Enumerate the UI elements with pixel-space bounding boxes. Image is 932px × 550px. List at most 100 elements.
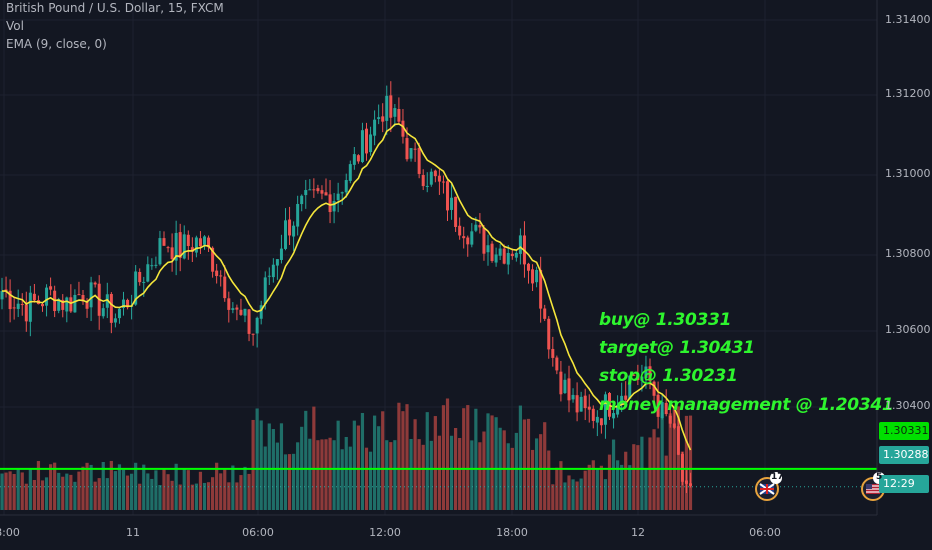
volume-bar bbox=[239, 475, 243, 510]
candle-body bbox=[535, 269, 539, 283]
candle-body bbox=[247, 309, 251, 334]
candle-body bbox=[405, 138, 409, 160]
volume-bar bbox=[162, 469, 166, 510]
candle-body bbox=[668, 415, 672, 424]
candle-body bbox=[425, 185, 429, 187]
volume-bar bbox=[352, 420, 356, 510]
volume-bar bbox=[449, 435, 454, 510]
candle-body bbox=[397, 109, 401, 122]
buy-annotation: buy@ 1.30331 bbox=[599, 310, 732, 330]
candle-body bbox=[146, 264, 150, 282]
candle-body bbox=[332, 201, 336, 212]
volume-bar bbox=[263, 446, 267, 510]
candle-body bbox=[490, 243, 494, 261]
volume-bar bbox=[640, 436, 644, 510]
volume-bar bbox=[53, 462, 57, 510]
candle-body bbox=[531, 269, 535, 284]
candle-body bbox=[73, 294, 77, 313]
volume-indicator-label[interactable]: Vol bbox=[6, 19, 24, 33]
volume-bar bbox=[154, 470, 158, 510]
candle-body bbox=[16, 303, 20, 309]
candle-body bbox=[389, 95, 393, 118]
candle-body bbox=[684, 480, 688, 484]
candle-body bbox=[12, 307, 16, 309]
candle-body bbox=[223, 276, 227, 299]
candle-body bbox=[158, 238, 162, 265]
volume-bar bbox=[579, 478, 583, 510]
volume-bar bbox=[0, 473, 4, 510]
candle-body bbox=[117, 308, 121, 319]
volume-bar bbox=[211, 477, 215, 510]
candle-body bbox=[417, 147, 421, 174]
candle-body bbox=[304, 190, 308, 196]
uk-event-marker[interactable] bbox=[755, 472, 782, 501]
ema-indicator-label[interactable]: EMA (9, close, 0) bbox=[6, 37, 107, 51]
candle-body bbox=[20, 304, 24, 306]
volume-bar bbox=[616, 460, 620, 510]
volume-bar bbox=[688, 415, 693, 510]
volume-bar bbox=[235, 482, 239, 510]
candle-body bbox=[45, 287, 49, 306]
candle-body bbox=[652, 381, 656, 396]
time-tick: 06:00 bbox=[242, 526, 274, 539]
candle-body bbox=[231, 308, 235, 310]
candle-body bbox=[203, 236, 206, 245]
candle-body bbox=[356, 155, 360, 162]
volume-bar bbox=[49, 464, 53, 510]
candle-body bbox=[547, 318, 551, 350]
candle-body bbox=[648, 366, 652, 382]
volume-bar bbox=[4, 472, 8, 510]
candle-body bbox=[644, 366, 648, 378]
volume-bar bbox=[393, 440, 397, 510]
volume-bar bbox=[340, 449, 344, 510]
volume-bar bbox=[397, 402, 401, 510]
volume-bar bbox=[348, 446, 352, 510]
volume-bar bbox=[69, 474, 73, 510]
volume-bar bbox=[373, 415, 377, 510]
candle-body bbox=[571, 394, 575, 400]
candle-body bbox=[446, 181, 449, 211]
candle-body bbox=[365, 128, 368, 154]
candle-body bbox=[77, 294, 81, 296]
candle-body bbox=[579, 396, 583, 412]
volume-bar bbox=[466, 405, 470, 510]
candle-body bbox=[486, 245, 490, 253]
volume-bar bbox=[332, 440, 336, 510]
volume-bar bbox=[389, 442, 393, 510]
candle-body bbox=[636, 374, 640, 380]
candle-body bbox=[336, 193, 340, 201]
volume-bar bbox=[632, 444, 636, 510]
volume-bar bbox=[170, 480, 174, 510]
volume-bar bbox=[206, 482, 211, 510]
symbol-title[interactable]: British Pound / U.S. Dollar, 15, FXCM bbox=[6, 1, 224, 15]
candle-body bbox=[0, 291, 4, 300]
candle-body bbox=[49, 286, 53, 290]
candle-body bbox=[215, 270, 219, 277]
volume-bar bbox=[583, 470, 587, 510]
volume-bar bbox=[138, 483, 142, 510]
candle-body bbox=[567, 378, 571, 401]
volume-bar bbox=[117, 464, 122, 510]
candle-body bbox=[612, 413, 616, 419]
candle-body bbox=[543, 308, 547, 319]
candle-body bbox=[603, 394, 607, 425]
candle-body bbox=[186, 234, 190, 247]
volume-bar bbox=[275, 442, 279, 510]
volume-bar bbox=[336, 420, 340, 510]
volume-bar bbox=[304, 410, 308, 510]
candle-body bbox=[219, 275, 223, 277]
time-tick: 12 bbox=[631, 526, 645, 539]
candle-body bbox=[194, 237, 198, 253]
volume-bar bbox=[425, 412, 429, 510]
candle-body bbox=[296, 203, 300, 227]
candle-body bbox=[437, 175, 441, 182]
volume-bar bbox=[526, 418, 531, 510]
volume-bar bbox=[636, 445, 640, 510]
volume-bar bbox=[676, 406, 680, 510]
volume-bar bbox=[65, 473, 69, 510]
volume-bar bbox=[73, 481, 77, 510]
candle-body bbox=[324, 192, 328, 196]
candle-body bbox=[198, 238, 202, 247]
volume-bar bbox=[474, 408, 478, 510]
